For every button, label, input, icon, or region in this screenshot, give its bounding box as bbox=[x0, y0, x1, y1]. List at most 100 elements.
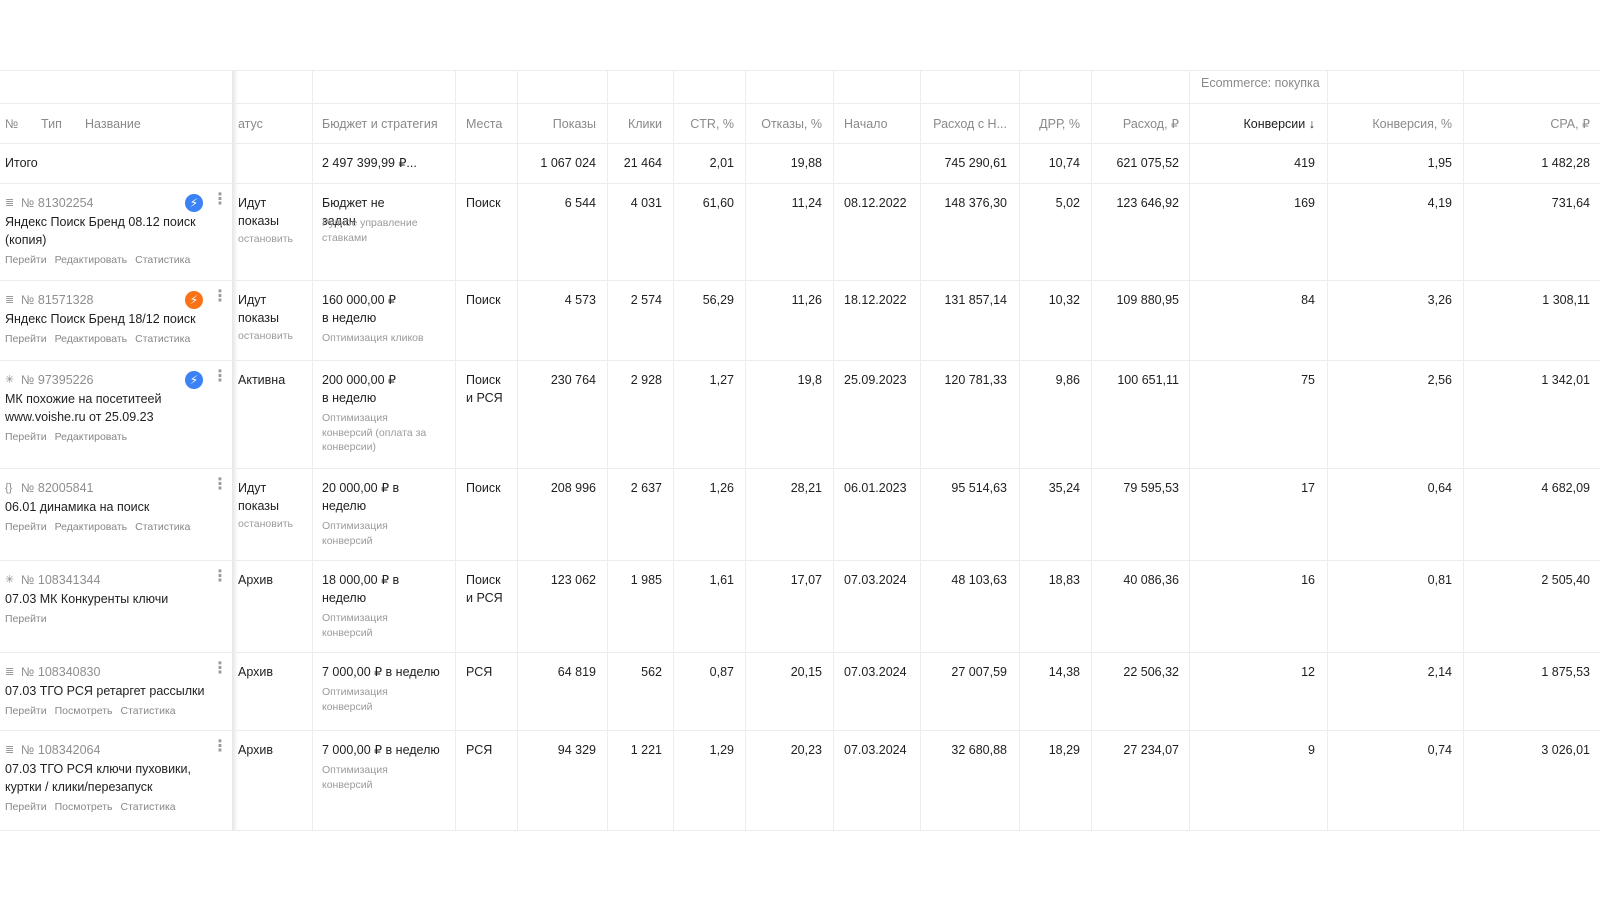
campaign-link-2[interactable]: Статистика bbox=[120, 801, 176, 813]
campaign-id: № 108341344 bbox=[21, 573, 101, 587]
campaign-link-0[interactable]: Перейти bbox=[5, 254, 47, 266]
cell-spend: 40 086,36 bbox=[1123, 573, 1179, 587]
campaign-name[interactable]: Яндекс Поиск Бренд 08.12 поиск (копия) bbox=[5, 215, 196, 247]
more-actions-icon[interactable]: ⋮ bbox=[212, 568, 228, 585]
budget-strategy: Оптимизация конверсий bbox=[322, 686, 388, 713]
campaign-links: Перейти Посмотреть Статистика bbox=[5, 702, 184, 720]
campaign-status: Архив bbox=[238, 573, 274, 587]
campaign-link-0[interactable]: Перейти bbox=[5, 333, 47, 345]
row-divider bbox=[0, 468, 1600, 469]
more-actions-icon[interactable]: ⋮ bbox=[212, 191, 228, 208]
status-stop-link[interactable]: остановить bbox=[238, 518, 293, 530]
campaign-status: Идут показы bbox=[238, 481, 279, 513]
cell-ctr: 1,26 bbox=[709, 481, 734, 495]
column-header-spend-vat[interactable]: Расход с Н... bbox=[933, 117, 1007, 131]
status-stop-link[interactable]: остановить bbox=[238, 330, 293, 342]
column-header-bounce[interactable]: Отказы, % bbox=[761, 117, 822, 131]
cell-bounce: 20,15 bbox=[790, 665, 822, 679]
column-header-ctr[interactable]: CTR, % bbox=[690, 117, 734, 131]
campaign-link-2[interactable]: Статистика bbox=[135, 521, 191, 533]
more-actions-icon[interactable]: ⋮ bbox=[212, 660, 228, 677]
campaign-name[interactable]: 06.01 динамика на поиск bbox=[5, 500, 150, 514]
column-header-clicks[interactable]: Клики bbox=[627, 117, 662, 131]
campaign-name[interactable]: 07.03 ТГО РСЯ ретаргет рассылки bbox=[5, 684, 205, 698]
cell-shows: 4 573 bbox=[564, 293, 596, 307]
campaign-link-2[interactable]: Статистика bbox=[135, 254, 191, 266]
more-actions-icon[interactable]: ⋮ bbox=[212, 738, 228, 755]
cell-cpa: 1 342,01 bbox=[1541, 373, 1590, 387]
campaign-name[interactable]: Яндекс Поиск Бренд 18/12 поиск bbox=[5, 312, 196, 326]
column-divider bbox=[673, 70, 674, 830]
campaign-link-1[interactable]: Редактировать bbox=[54, 333, 128, 345]
cell-bounce: 19,8 bbox=[797, 373, 822, 387]
cell-bounce: 11,26 bbox=[791, 293, 822, 307]
campaign-id: № 97395226 bbox=[21, 373, 94, 387]
cell-conv: 84 bbox=[1301, 293, 1315, 307]
campaign-status: Архив bbox=[238, 743, 274, 757]
cell-bounce: 28,21 bbox=[790, 481, 822, 495]
campaign-status: Активна bbox=[238, 373, 286, 387]
cell-bounce: 20,23 bbox=[790, 743, 822, 757]
column-header-spend[interactable]: Расход, ₽ bbox=[1122, 117, 1179, 131]
cell-conv-rate: 2,14 bbox=[1427, 665, 1452, 679]
budget-strategy: Оптимизация конверсий (оплата за конверс… bbox=[322, 412, 427, 453]
campaign-links: Перейти Редактировать Статистика bbox=[5, 330, 198, 348]
cell-start: 07.03.2024 bbox=[844, 665, 907, 679]
column-header-drr[interactable]: ДРР, % bbox=[1039, 117, 1080, 131]
campaign-link-0[interactable]: Перейти bbox=[5, 705, 47, 717]
cell-drr: 9,86 bbox=[1055, 373, 1080, 387]
cell-start: 07.03.2024 bbox=[844, 743, 907, 757]
campaign-link-1[interactable]: Редактировать bbox=[54, 254, 128, 266]
column-header-cpa[interactable]: CPA, ₽ bbox=[1550, 117, 1590, 131]
column-divider bbox=[455, 70, 456, 830]
column-header-budget[interactable]: Бюджет и стратегия bbox=[322, 117, 438, 131]
cell-cpa: 2 505,40 bbox=[1541, 573, 1590, 587]
cell-ctr: 1,29 bbox=[709, 743, 734, 757]
campaign-link-0[interactable]: Перейти bbox=[5, 431, 47, 443]
cell-clicks: 1 985 bbox=[630, 573, 662, 587]
budget-strategy: Оптимизация конверсий bbox=[322, 520, 388, 547]
total-ctr: 2,01 bbox=[709, 156, 734, 170]
campaign-link-1[interactable]: Редактировать bbox=[54, 521, 128, 533]
text-ad-icon: ≣ bbox=[5, 666, 15, 678]
campaign-link-0[interactable]: Перейти bbox=[5, 613, 47, 625]
cell-conv-rate: 0,81 bbox=[1427, 573, 1452, 587]
column-header-start[interactable]: Начало bbox=[844, 117, 888, 131]
campaign-link-0[interactable]: Перейти bbox=[5, 801, 47, 813]
campaign-link-1[interactable]: Редактировать bbox=[54, 431, 128, 443]
column-header-conv-rate[interactable]: Конверсия, % bbox=[1372, 117, 1452, 131]
campaign-name[interactable]: 07.03 ТГО РСЯ ключи пуховики, куртки / к… bbox=[5, 762, 191, 794]
column-header-conv[interactable]: Конверсии ↓ bbox=[1243, 117, 1315, 131]
column-header-shows[interactable]: Показы bbox=[552, 117, 596, 131]
master-campaign-icon: ✳ bbox=[5, 574, 15, 586]
cell-shows: 94 329 bbox=[557, 743, 596, 757]
row-divider bbox=[0, 70, 1600, 71]
more-actions-icon[interactable]: ⋮ bbox=[212, 288, 228, 305]
cell-start: 25.09.2023 bbox=[844, 373, 907, 387]
column-divider bbox=[1463, 70, 1464, 830]
cell-conv-rate: 0,74 bbox=[1427, 743, 1452, 757]
cell-ctr: 61,60 bbox=[702, 196, 734, 210]
column-header-number[interactable]: № bbox=[5, 117, 19, 131]
campaign-link-1[interactable]: Посмотреть bbox=[54, 801, 113, 813]
status-stop-link[interactable]: остановить bbox=[238, 233, 293, 245]
column-header-places[interactable]: Места bbox=[466, 117, 503, 131]
cell-spend: 27 234,07 bbox=[1123, 743, 1179, 757]
column-header-name[interactable]: Название bbox=[85, 117, 141, 131]
campaign-link-1[interactable]: Посмотреть bbox=[54, 705, 113, 717]
column-divider bbox=[920, 70, 921, 830]
column-divider bbox=[1019, 70, 1020, 830]
total-conv: 419 bbox=[1294, 156, 1315, 170]
frozen-column-shadow bbox=[232, 70, 238, 830]
column-divider bbox=[517, 70, 518, 830]
campaign-name[interactable]: МК похожие на посетитеей www.voishe.ru о… bbox=[5, 392, 162, 424]
campaign-name[interactable]: 07.03 МК Конкуренты ключи bbox=[5, 592, 169, 606]
campaign-link-0[interactable]: Перейти bbox=[5, 521, 47, 533]
campaign-link-2[interactable]: Статистика bbox=[120, 705, 176, 717]
more-actions-icon[interactable]: ⋮ bbox=[212, 368, 228, 385]
column-header-status[interactable]: атус bbox=[238, 117, 263, 131]
more-actions-icon[interactable]: ⋮ bbox=[212, 476, 228, 493]
dynamic-ad-icon: {} bbox=[5, 482, 13, 494]
column-header-type[interactable]: Тип bbox=[41, 117, 62, 131]
campaign-link-2[interactable]: Статистика bbox=[135, 333, 191, 345]
